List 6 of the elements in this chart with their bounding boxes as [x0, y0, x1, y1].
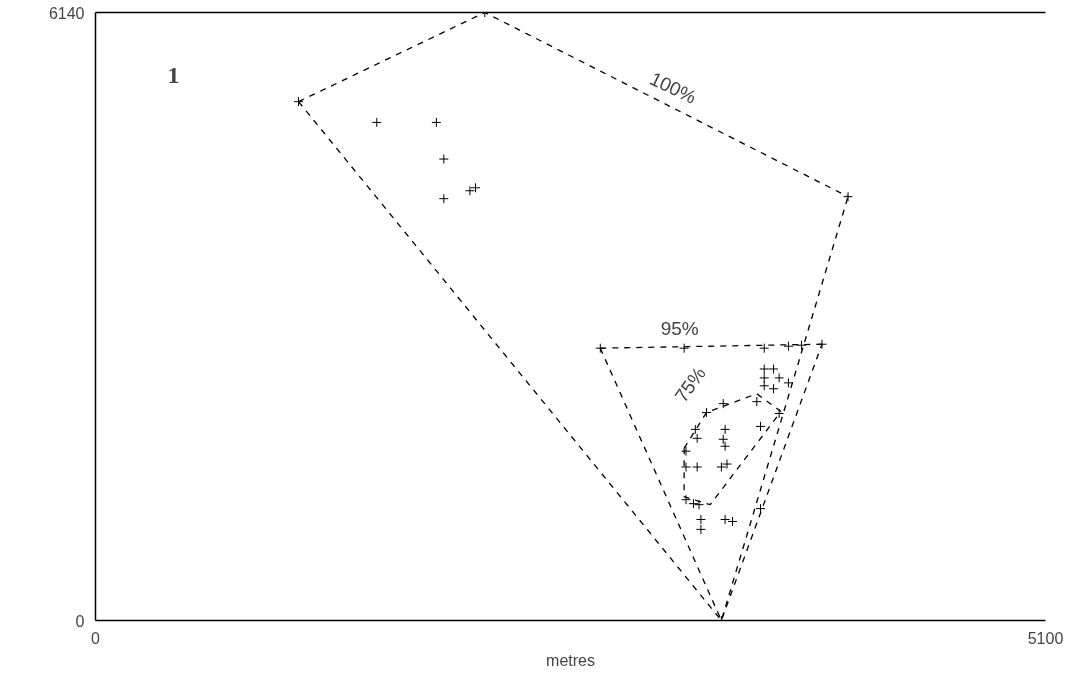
annotation: 95%: [660, 318, 699, 340]
x-tick-label: 5100: [1027, 629, 1064, 647]
x-axis-title: metres: [546, 651, 595, 669]
y-tick-label: 6140: [48, 4, 85, 22]
annotation: 100%: [646, 67, 700, 108]
annotation: 1: [167, 61, 180, 88]
